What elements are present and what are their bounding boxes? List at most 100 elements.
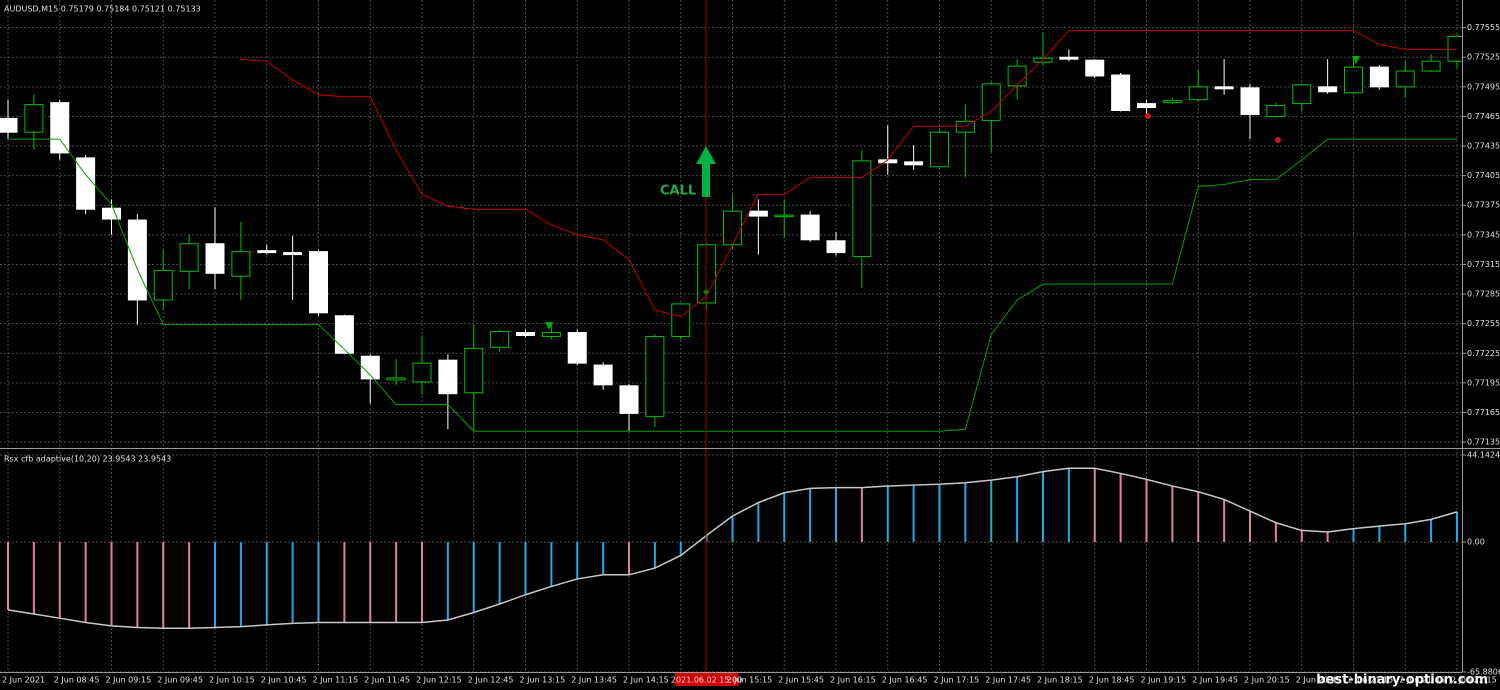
y-tick-label: 0.77315 [1467,260,1500,269]
candle-body [593,364,613,386]
x-tick-label: 2021.06.02 15:00 [671,676,742,685]
candle-body [0,117,18,133]
cursor-time-box [674,673,739,686]
symbol-title: AUDUSD,M15 0.75179 0.75184 0.75121 0.751… [4,5,201,14]
y-tick-label: 0.77345 [1467,230,1500,239]
candle-body [1085,59,1105,77]
candle-body [1395,70,1415,88]
candle-body [1033,57,1053,63]
candle-body [852,160,872,258]
indicator-line [8,138,1457,432]
x-tick-label: 2 Jun 09:15 [106,676,152,685]
candle-body [723,210,742,246]
x-tick-label: 2 Jun 16:15 [830,676,876,685]
x-tick-label: 2 Jun 12:15 [416,676,462,685]
candle-body [1188,86,1208,101]
candle-body [257,250,277,254]
indicator-line [240,30,1457,318]
x-tick-label: 2 Jun 08:45 [54,676,100,685]
candle-body [1318,86,1338,93]
y-tick-label: 0.77465 [1467,112,1500,121]
candle-body [283,252,303,256]
x-tick-label: 2 Jun 09:45 [157,676,203,685]
signal-marker [703,289,709,295]
x-tick-label: 2 Jun 11:45 [364,676,410,685]
signal-marker [1275,137,1281,143]
candle-body [748,210,768,217]
data-layer [0,30,1462,630]
x-tick-label: 2 Jun 15:15 [727,676,773,685]
oscillator [7,467,1458,630]
x-tick-label: 2 Jun 16:45 [882,676,928,685]
y-tick-label: 0.77375 [1467,201,1500,210]
candle-body [619,385,639,414]
candle-body [490,331,510,348]
watermark: best-binary-option.com [1316,673,1488,688]
x-tick-label: 2 Jun 10:15 [209,676,255,685]
y-tick-label: 0.77435 [1467,142,1500,151]
candle-body [1292,84,1312,105]
candle-body [179,243,199,272]
oscillator-line [7,467,1458,630]
x-tick-label: 2 Jun 10:45 [261,676,307,685]
candle-body [50,102,70,154]
x-tick-label: 2 Jun 14:15 [623,676,669,685]
candle-body [438,359,458,395]
candle-body [24,104,44,133]
x-tick-label: 2 Jun 13:45 [571,676,617,685]
y-tick-label: 0.77165 [1467,408,1500,417]
candle-body [826,240,846,254]
y-tick-label: 0.77555 [1467,23,1500,32]
y-tick-label: 0.77525 [1467,53,1500,62]
x-tick-label: 2 Jun 22:15 [1451,676,1497,685]
x-tick-label: 2 Jun 2021 [2,676,45,685]
y-tick-label: 44.1424 [1467,451,1500,460]
x-tick-label: 2 Jun 21:15 [1348,676,1394,685]
candle-body [930,131,949,168]
y-tick-label: 0.77285 [1467,290,1500,299]
x-tick-label: 2 Jun 17:45 [985,676,1031,685]
x-tick-label: 2 Jun 18:15 [1037,676,1083,685]
x-tick-label: 2 Jun 11:15 [313,676,359,685]
y-tick-label: 0.77195 [1467,378,1500,387]
x-tick-label: 2 Jun 17:15 [934,676,980,685]
candle-body [516,332,535,336]
x-tick-label: 2 Jun 20:45 [1296,676,1342,685]
candle-body [1421,60,1441,72]
candle-body [1214,86,1234,90]
candle-body [1162,100,1182,104]
call-arrow [696,146,716,197]
x-tick-label: 2 Jun 19:45 [1192,676,1238,685]
candle-body [645,335,665,417]
candle-body [309,251,328,314]
x-tick-label: 2 Jun 15:45 [778,676,824,685]
y-tick-label: 0.00 [1467,538,1485,547]
candles [0,30,1462,432]
candle-body [800,214,820,241]
y-tick-label: 0.77405 [1467,171,1500,180]
y-tick-label: 0.77495 [1467,82,1500,91]
signal-marker [1352,56,1360,64]
candle-body [541,332,561,337]
candle-body [671,303,691,337]
candle-body [1266,105,1286,117]
x-tick-label: 2 Jun 13:15 [520,676,566,685]
y-tick-label: 0.77135 [1467,438,1500,447]
candle-body [1007,65,1027,87]
candle-body [205,243,225,274]
candle-body [1240,87,1260,115]
candle-body [1137,103,1156,109]
candle-body [386,377,406,381]
candle-body [464,347,484,394]
candle-body [1059,56,1079,60]
candle-body [153,269,173,301]
candle-body [102,207,121,220]
candle-body [360,355,380,380]
y-tick-label: 0.77225 [1467,349,1500,358]
candle-body [334,315,354,354]
call-label: CALL [660,184,696,199]
candle-body [231,251,251,277]
